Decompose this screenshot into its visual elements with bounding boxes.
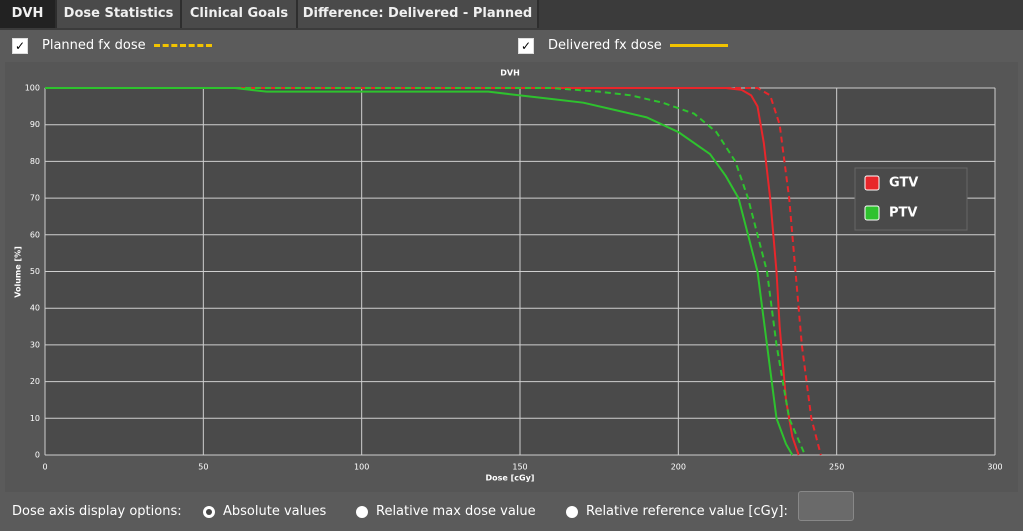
x-tick-label: 100 [354, 463, 369, 472]
y-tick-label: 70 [30, 194, 40, 203]
x-tick-label: 150 [512, 463, 527, 472]
radio-button[interactable] [566, 505, 578, 518]
legend-swatch [864, 205, 880, 221]
radio-button[interactable] [356, 505, 368, 518]
chart-title: DVH [500, 69, 520, 78]
y-tick-label: 80 [30, 157, 40, 166]
x-tick-label: 250 [829, 463, 844, 472]
radio-label: Absolute values [223, 504, 327, 519]
y-tick-label: 90 [30, 120, 40, 129]
y-axis-label: Volume [%] [14, 246, 23, 298]
legend-swatch [864, 175, 880, 191]
tab[interactable]: DVH [0, 0, 57, 28]
dvh-line [45, 87, 794, 456]
y-tick-label: 20 [30, 377, 40, 386]
reference-input[interactable] [798, 491, 854, 521]
y-tick-label: 40 [30, 304, 40, 313]
y-tick-label: 100 [25, 84, 40, 93]
line-swatch [153, 44, 212, 47]
toggle: ✓ Planned fx dose [12, 36, 212, 56]
x-tick-label: 200 [671, 463, 686, 472]
checkbox[interactable]: ✓ [518, 37, 534, 54]
y-tick-label: 60 [30, 230, 40, 239]
y-tick-label: 30 [30, 340, 40, 349]
options-row: Dose axis display options: Absolute valu… [0, 491, 1023, 531]
toggle-label: Delivered fx dose [548, 38, 662, 53]
radio-label: Relative reference value [cGy]: [586, 504, 788, 519]
x-axis-label: Dose [cGy] [486, 474, 535, 483]
toggle-row: ✓ Planned fx dose ✓ Delivered fx dose [0, 32, 1023, 60]
y-tick-label: 0 [35, 451, 40, 460]
radio-button[interactable] [203, 505, 215, 518]
toggle-label: Planned fx dose [42, 38, 146, 53]
tab[interactable]: Dose Statistics [57, 0, 182, 28]
dvh-line [45, 87, 800, 456]
dvh-line [45, 87, 822, 456]
radio-label: Relative max dose value [376, 504, 536, 519]
tab[interactable]: Clinical Goals [182, 0, 298, 28]
x-tick-label: 0 [42, 463, 47, 472]
radio-option[interactable]: Relative max dose value [356, 503, 536, 521]
tab[interactable]: Difference: Delivered - Planned [298, 0, 539, 28]
checkbox[interactable]: ✓ [12, 37, 28, 54]
radio-option[interactable]: Relative reference value [cGy]: [566, 503, 788, 521]
tab-bar: DVH Dose Statistics Clinical Goals Differen… [0, 0, 1023, 30]
options-label: Dose axis display options: [12, 504, 182, 519]
dvh-line [45, 87, 806, 456]
chart: DVH Dose [cGy] Volume [%] 0 10 20 30 40 50 60 7… [5, 62, 1018, 492]
toggle: ✓ Delivered fx dose [518, 36, 728, 56]
x-tick-label: 300 [987, 463, 1002, 472]
legend-label: GTV [889, 176, 918, 191]
radio-option[interactable]: Absolute values [203, 503, 326, 521]
y-tick-label: 10 [30, 414, 40, 423]
legend-label: PTV [889, 206, 917, 221]
x-tick-label: 50 [198, 463, 208, 472]
line-swatch [669, 44, 728, 47]
y-tick-label: 50 [30, 267, 40, 276]
